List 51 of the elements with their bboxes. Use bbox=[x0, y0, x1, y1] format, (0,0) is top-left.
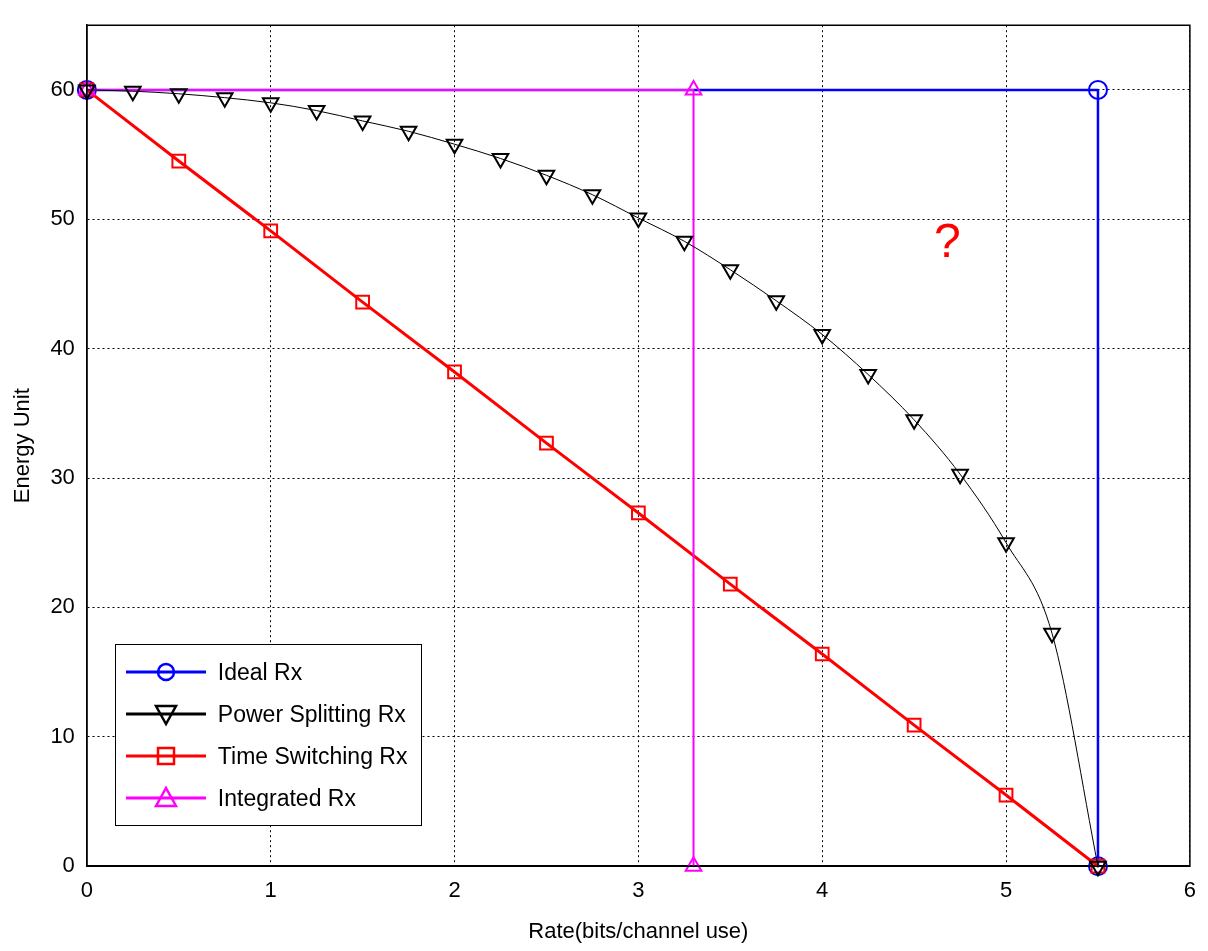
point bbox=[353, 115, 372, 131]
point bbox=[722, 576, 738, 592]
y-tick-label: 60 bbox=[50, 75, 75, 101]
point bbox=[629, 212, 648, 228]
point bbox=[261, 97, 280, 113]
y-tick-label: 0 bbox=[62, 852, 75, 878]
point bbox=[583, 189, 602, 205]
point bbox=[124, 85, 142, 102]
y-tick-label: 20 bbox=[50, 593, 75, 619]
point bbox=[539, 435, 554, 451]
x-tick-label: 3 bbox=[632, 877, 645, 903]
point bbox=[998, 787, 1014, 803]
point bbox=[631, 505, 646, 521]
point bbox=[675, 235, 694, 252]
point bbox=[169, 88, 188, 104]
point bbox=[263, 223, 279, 239]
point bbox=[445, 138, 464, 155]
point bbox=[447, 364, 462, 380]
point bbox=[814, 646, 830, 662]
x-tick-label: 5 bbox=[999, 877, 1013, 903]
annotation: ? bbox=[933, 214, 961, 268]
point bbox=[537, 169, 556, 186]
x-tick-label: 1 bbox=[264, 877, 277, 903]
x-tick-label: 2 bbox=[448, 877, 461, 903]
legend-label: Ideal Rx bbox=[217, 658, 303, 686]
y-tick-label: 10 bbox=[50, 722, 75, 748]
y-axis-title: Energy Unit bbox=[9, 388, 35, 504]
legend-label: Time Switching Rx bbox=[217, 742, 408, 770]
point bbox=[951, 468, 969, 485]
point bbox=[355, 294, 370, 310]
point bbox=[721, 264, 740, 280]
point bbox=[1043, 627, 1061, 644]
point bbox=[997, 537, 1015, 553]
y-tick-label: 30 bbox=[50, 464, 75, 490]
point bbox=[813, 328, 832, 345]
point bbox=[767, 295, 786, 311]
legend-label: Power Splitting Rx bbox=[217, 700, 406, 728]
x-axis-title: Rate(bits/channel use) bbox=[528, 917, 749, 943]
legend-label: Integrated Rx bbox=[217, 784, 356, 812]
x-tick-label: 4 bbox=[816, 877, 829, 903]
point bbox=[906, 717, 922, 733]
point bbox=[307, 105, 326, 121]
y-tick-label: 40 bbox=[50, 334, 75, 360]
y-tick-label: 50 bbox=[50, 205, 75, 231]
point bbox=[491, 152, 510, 169]
point bbox=[215, 92, 234, 108]
x-tick-label: 0 bbox=[80, 877, 93, 903]
point bbox=[905, 414, 923, 430]
x-tick-label: 6 bbox=[1183, 877, 1197, 903]
point bbox=[399, 125, 418, 142]
point bbox=[859, 369, 877, 385]
